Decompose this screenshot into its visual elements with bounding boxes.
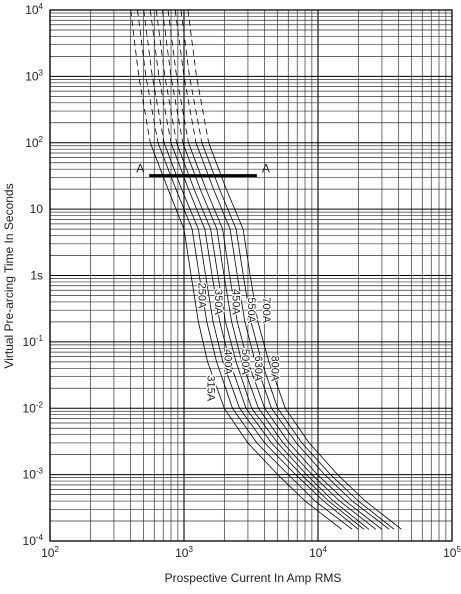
curve-700a [201, 142, 395, 530]
y-tick-label: 10-4 [23, 533, 44, 548]
curve-550a-upper [167, 9, 189, 143]
y-tick-label: 103 [25, 68, 43, 83]
y-tick-label: 10 [30, 202, 44, 216]
x-tick-label: 105 [443, 545, 461, 560]
curve-400a [170, 142, 365, 530]
x-tick-label: 104 [309, 545, 327, 560]
y-tick-label: 10-1 [23, 334, 44, 349]
curve-250a-upper [130, 9, 151, 143]
series-label-550a: 550A [245, 297, 257, 323]
curve-630a-upper [174, 9, 197, 143]
curve-315a [157, 142, 353, 530]
melting-curves [130, 9, 402, 530]
series-label-250a: 250A [195, 283, 207, 309]
curve-700a-upper [180, 9, 203, 143]
reference-label-right: A [262, 162, 270, 176]
series-label-700a: 700A [260, 297, 272, 323]
curve-350a-upper [143, 9, 165, 143]
y-axis-label: Virtual Pre-arcing Time In Seconds [2, 183, 16, 368]
series-label-800a: 800A [269, 355, 281, 381]
plot-frame [49, 9, 453, 542]
curve-630a [195, 142, 390, 530]
y-tick-label: 104 [25, 2, 43, 17]
axes: 102 103 104 105 10-4 10-3 10-2 10-1 1s 10 102 103 10… [23, 2, 461, 560]
series-label-400a: 400A [221, 349, 233, 375]
curve-400a-upper [149, 9, 172, 143]
curve-800a [208, 142, 402, 530]
curve-450a-upper [155, 9, 177, 143]
y-tick-label: 1s [30, 269, 43, 283]
reference-label-left: A [136, 162, 144, 176]
x-axis-label: Prospective Current In Amp RMS [165, 571, 342, 585]
curve-500a [182, 142, 377, 530]
curve-450a [176, 142, 370, 530]
series-label-450a: 450A [229, 289, 241, 315]
curve-500a-upper [162, 9, 184, 143]
curve-250a [149, 142, 342, 530]
series-label-350a: 350A [212, 289, 224, 315]
curve-315a-upper [137, 9, 159, 143]
x-tick-label: 102 [41, 545, 59, 560]
series-label-500a: 500A [239, 349, 251, 375]
series-label-630a: 630A [252, 355, 264, 381]
y-tick-label: 10-3 [23, 467, 44, 482]
curve-350a [163, 142, 359, 530]
y-tick-label: 102 [25, 135, 43, 150]
curve-550a [188, 142, 383, 530]
grid-lines [49, 9, 453, 542]
series-labels: 250A 315A 350A 400A 450A 500A 550A 630A 700A 800A [194, 281, 282, 403]
series-label-315a: 315A [205, 375, 217, 401]
curve-800a-upper [187, 9, 210, 143]
x-tick-label: 103 [175, 545, 193, 560]
y-tick-label: 10-2 [23, 400, 44, 415]
